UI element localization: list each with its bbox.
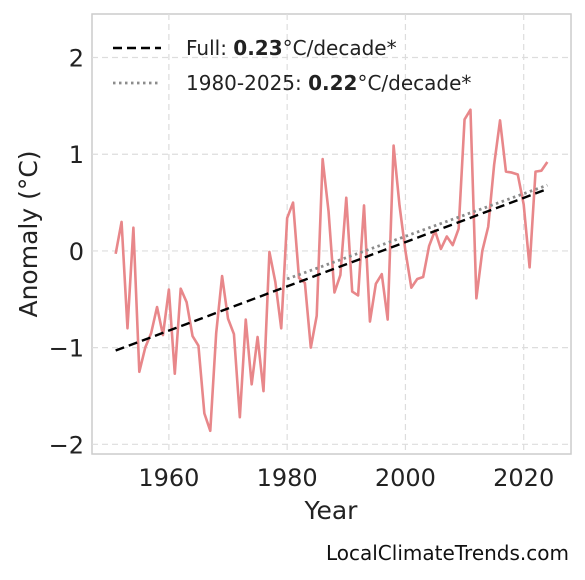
- anomaly-series-line: [114, 108, 549, 433]
- y-tick-label: 2: [69, 45, 84, 73]
- x-tick-label: 2020: [493, 464, 554, 492]
- full-trend-line: [115, 187, 548, 352]
- y-tick-label: −1: [49, 335, 84, 363]
- legend: Full: 0.23°C/decade* 1980-2025: 0.22°C/de…: [113, 36, 471, 95]
- x-tick-label: 2000: [375, 464, 436, 492]
- y-tick-label: 1: [69, 141, 84, 169]
- y-tick-label: −2: [49, 431, 84, 459]
- x-tick-label: 1980: [257, 464, 318, 492]
- x-tick-label: 1960: [138, 464, 199, 492]
- recent-trend-line: [286, 183, 548, 281]
- watermark: LocalClimateTrends.com: [326, 541, 569, 565]
- plot-background: [91, 13, 572, 455]
- y-tick-label: 0: [69, 238, 84, 266]
- legend-entry-label: Full: 0.23°C/decade*: [186, 36, 397, 60]
- series-layer: [114, 108, 549, 433]
- legend-entry-label: 1980-2025: 0.22°C/decade*: [186, 71, 471, 95]
- y-axis-title: Anomaly (°C): [14, 150, 43, 317]
- tick-labels: 1960 1980 2000 2020 −2 −1 0 1 2: [49, 45, 555, 492]
- x-axis-title: Year: [304, 496, 359, 525]
